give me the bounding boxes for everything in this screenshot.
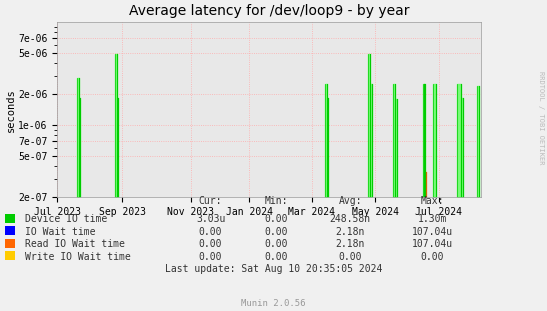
Text: 3.03u: 3.03u: [196, 214, 225, 224]
Text: Munin 2.0.56: Munin 2.0.56: [241, 299, 306, 308]
Text: Min:: Min:: [265, 196, 288, 206]
Text: 107.04u: 107.04u: [411, 227, 453, 237]
Text: 0.00: 0.00: [199, 239, 222, 249]
Text: 0.00: 0.00: [265, 239, 288, 249]
Text: 248.58n: 248.58n: [329, 214, 371, 224]
Text: Write IO Wait time: Write IO Wait time: [25, 252, 130, 262]
Text: Avg:: Avg:: [339, 196, 362, 206]
Text: IO Wait time: IO Wait time: [25, 227, 95, 237]
Text: 0.00: 0.00: [421, 252, 444, 262]
Text: 0.00: 0.00: [265, 227, 288, 237]
Text: 0.00: 0.00: [339, 252, 362, 262]
Text: Cur:: Cur:: [199, 196, 222, 206]
Title: Average latency for /dev/loop9 - by year: Average latency for /dev/loop9 - by year: [129, 4, 410, 18]
Text: Read IO Wait time: Read IO Wait time: [25, 239, 125, 249]
Text: 0.00: 0.00: [199, 252, 222, 262]
Text: 1.30m: 1.30m: [417, 214, 447, 224]
Text: 0.00: 0.00: [265, 252, 288, 262]
Text: 2.18n: 2.18n: [335, 227, 365, 237]
Y-axis label: seconds: seconds: [5, 88, 15, 132]
Text: 107.04u: 107.04u: [411, 239, 453, 249]
Text: RRDTOOL / TOBI OETIKER: RRDTOOL / TOBI OETIKER: [538, 72, 544, 165]
Text: Last update: Sat Aug 10 20:35:05 2024: Last update: Sat Aug 10 20:35:05 2024: [165, 264, 382, 274]
Text: 0.00: 0.00: [199, 227, 222, 237]
Text: Max:: Max:: [421, 196, 444, 206]
Text: Device IO time: Device IO time: [25, 214, 107, 224]
Text: 0.00: 0.00: [265, 214, 288, 224]
Text: 2.18n: 2.18n: [335, 239, 365, 249]
